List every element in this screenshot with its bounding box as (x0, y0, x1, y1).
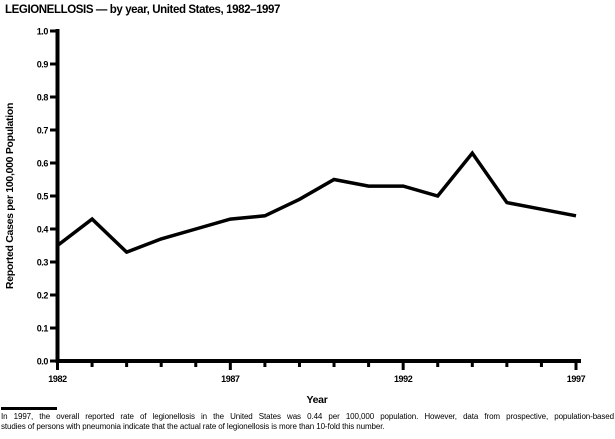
y-tick-label: 0.9 (37, 60, 49, 70)
y-tick-label: 1.0 (37, 27, 49, 37)
line-chart: 0.0 0.1 0.2 0.3 0.4 0.5 0.6 0.7 0.8 0.9 1.0 1982 198… (4, 27, 586, 407)
y-tick-label: 0.0 (37, 357, 49, 367)
y-tick-label: 0.5 (37, 192, 49, 202)
y-tick-label: 0.2 (37, 291, 49, 301)
footnote-text-line2: studies of persons with pneumonia indica… (1, 422, 385, 431)
y-axis-title: Reported Cases per 100,000 Population (4, 103, 16, 289)
x-tick-label: 1992 (394, 374, 413, 384)
footnote-rule (1, 407, 57, 410)
y-tick-label: 0.8 (37, 93, 49, 103)
x-tick-label: 1987 (221, 374, 240, 384)
x-tick-label: 1997 (567, 374, 586, 384)
chart-title: LEGIONELLOSIS — by year, United States, … (5, 4, 281, 16)
x-axis-title: Year (307, 394, 328, 406)
y-tick-label: 0.3 (37, 258, 49, 268)
footnote: In 1997, the overall reported rate of le… (1, 407, 614, 432)
y-tick-label: 0.1 (37, 324, 49, 334)
y-tick-label: 0.6 (37, 159, 49, 169)
y-tick-label: 0.4 (37, 225, 49, 235)
data-line (56, 150, 577, 255)
y-tick-label: 0.7 (37, 126, 49, 136)
footnote-text-line1: In 1997, the overall reported rate of le… (1, 412, 614, 421)
x-tick-label: 1982 (48, 374, 67, 384)
